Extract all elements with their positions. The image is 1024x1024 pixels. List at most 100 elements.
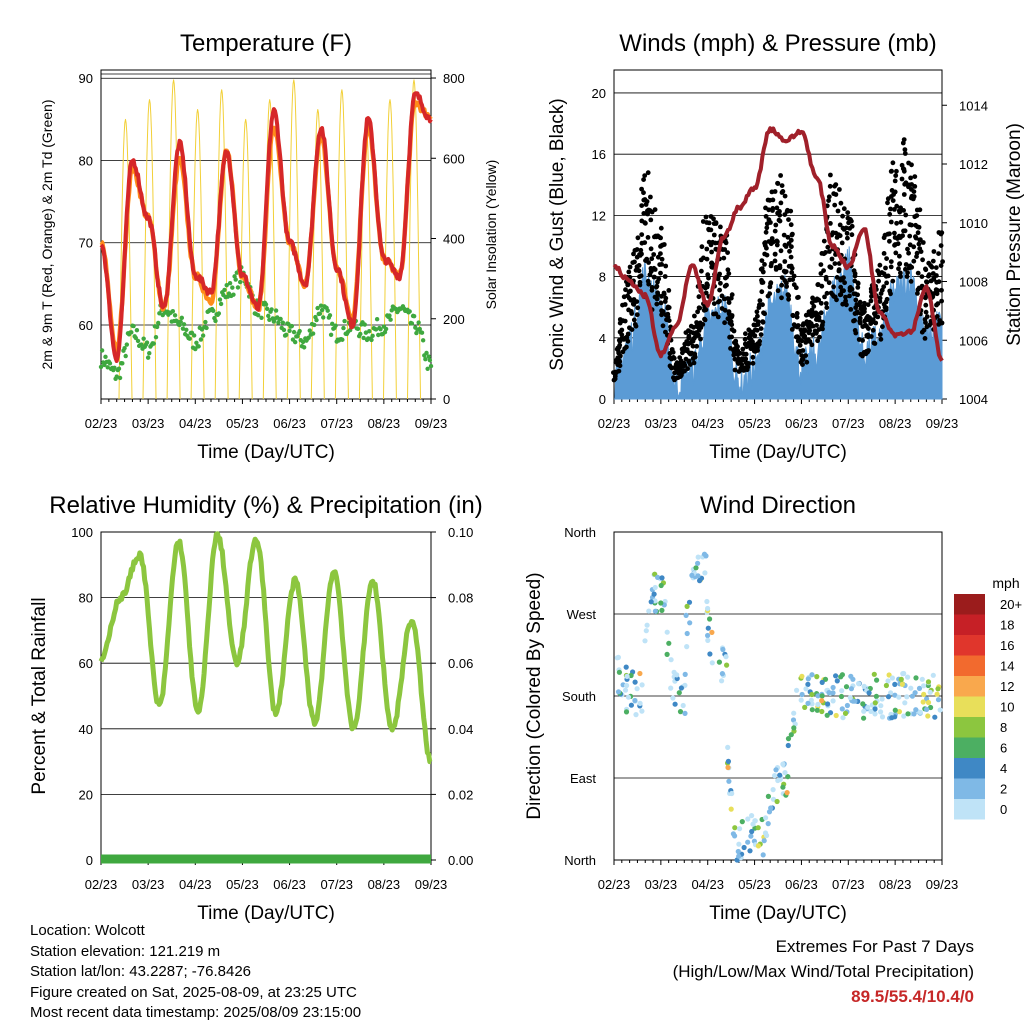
- direction-point: [928, 704, 934, 711]
- legend-swatch: [954, 758, 985, 779]
- gust-point: [934, 314, 940, 319]
- gust-point: [778, 200, 784, 206]
- gust-point: [760, 280, 766, 285]
- y-tick-label: 20: [592, 86, 606, 101]
- gust-point: [654, 301, 660, 307]
- gust-point: [784, 284, 789, 289]
- dewpoint-point: [144, 340, 150, 345]
- gust-point: [912, 174, 918, 180]
- gust-point: [897, 209, 903, 215]
- gust-point: [883, 305, 889, 311]
- direction-point: [840, 715, 846, 721]
- dewpoint-point: [363, 330, 369, 335]
- gust-point: [696, 305, 702, 311]
- x-tick-label: 04/23: [691, 416, 724, 431]
- gust-point: [916, 241, 922, 247]
- gust-point: [685, 366, 690, 372]
- gust-point: [936, 279, 942, 285]
- temperature-2m-line: [99, 91, 433, 363]
- gust-point: [722, 307, 728, 313]
- direction-point: [798, 697, 804, 703]
- x-tick-label: 02/23: [598, 416, 631, 431]
- direction-point: [748, 833, 754, 839]
- gust-point: [773, 222, 779, 228]
- gust-point: [758, 326, 764, 331]
- dewpoint-point: [426, 354, 431, 359]
- direction-point: [899, 681, 905, 687]
- dewpoint-point: [374, 317, 380, 322]
- gust-point: [743, 351, 749, 357]
- gust-point: [696, 332, 701, 338]
- gust-point: [740, 346, 746, 352]
- gust-point: [666, 288, 672, 293]
- gust-point: [901, 137, 907, 143]
- direction-point: [768, 805, 774, 811]
- gust-point: [833, 182, 839, 188]
- direction-point: [921, 683, 927, 689]
- direction-point: [819, 679, 825, 686]
- legend-title: mph: [992, 575, 1019, 591]
- gust-point: [709, 260, 715, 266]
- dewpoint-point: [273, 308, 279, 313]
- gust-point: [731, 328, 737, 334]
- gust-point: [895, 241, 901, 247]
- direction-point: [664, 629, 670, 635]
- direction-point: [925, 679, 932, 685]
- dewpoint-point: [297, 328, 302, 334]
- gust-point: [789, 270, 795, 275]
- gust-point: [915, 291, 920, 296]
- relative-humidity-line: [98, 531, 433, 765]
- direction-point: [651, 591, 657, 597]
- gust-point: [711, 301, 717, 306]
- gust-point: [648, 246, 654, 252]
- gust-point: [784, 209, 790, 214]
- gust-point: [774, 238, 780, 244]
- direction-point: [777, 772, 783, 778]
- gust-point: [849, 218, 854, 224]
- x-tick-label: 03/23: [645, 877, 678, 892]
- legend-swatch: [954, 594, 985, 615]
- y2-tick-label: 0.02: [448, 787, 473, 802]
- direction-point: [848, 673, 854, 679]
- gust-point: [806, 338, 812, 344]
- direction-point: [695, 573, 701, 579]
- gust-point: [860, 338, 865, 343]
- direction-point: [799, 691, 805, 698]
- legend-label: 16: [1000, 638, 1014, 653]
- y2-tick-label: 1004: [959, 392, 988, 407]
- gust-point: [820, 319, 826, 325]
- direction-point: [819, 698, 825, 704]
- dewpoint-point: [129, 330, 134, 335]
- gust-point: [772, 258, 778, 264]
- gust-point: [866, 348, 871, 353]
- gust-point: [876, 278, 881, 284]
- y-tick-label: South: [562, 689, 596, 704]
- direction-point: [623, 709, 630, 715]
- direction-point: [628, 672, 634, 679]
- solar-insolation-arc: [407, 79, 421, 400]
- gust-point: [803, 353, 809, 358]
- gust-point: [704, 246, 710, 252]
- dewpoint-point: [218, 301, 224, 307]
- direction-point: [889, 715, 895, 721]
- gust-point: [662, 274, 668, 279]
- gust-point: [726, 300, 732, 305]
- gust-point: [890, 160, 896, 166]
- direction-point: [924, 706, 930, 713]
- dewpoint-point: [191, 333, 197, 338]
- gust-point: [618, 353, 623, 359]
- direction-point: [737, 826, 743, 832]
- gust-point: [764, 245, 769, 251]
- x-tick-label: 09/23: [415, 877, 448, 892]
- gust-point: [655, 292, 661, 298]
- gust-point: [686, 333, 692, 339]
- direction-point: [777, 776, 783, 782]
- dewpoint-point: [120, 361, 125, 366]
- gust-point: [637, 279, 643, 285]
- gust-point: [744, 360, 750, 366]
- gust-point: [732, 356, 738, 362]
- y2-tick-label: 200: [443, 312, 465, 327]
- gust-point: [772, 189, 778, 194]
- direction-point: [632, 679, 638, 685]
- gust-point: [704, 281, 710, 287]
